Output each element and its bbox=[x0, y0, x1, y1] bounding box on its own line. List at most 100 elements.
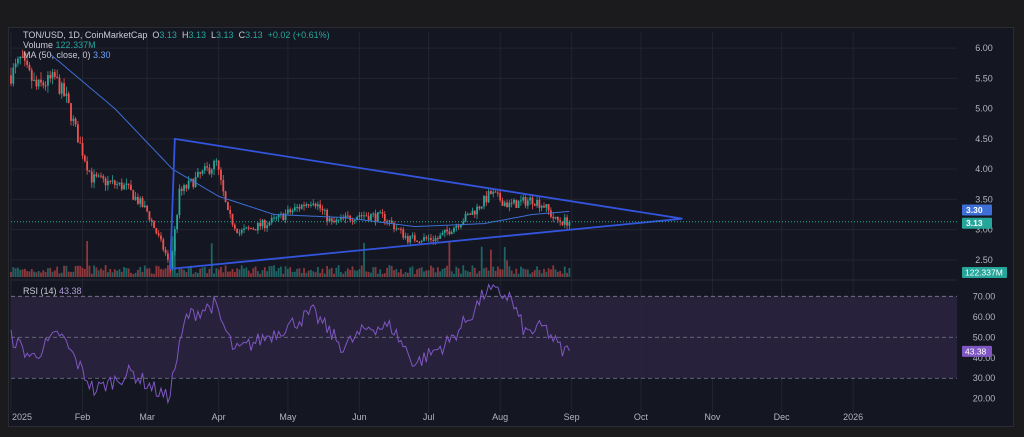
volume-bar bbox=[556, 271, 559, 277]
ma-label: MA (50, close, 0) bbox=[23, 50, 91, 60]
candle-body bbox=[499, 192, 502, 201]
candle-body bbox=[118, 182, 121, 185]
volume-bar bbox=[70, 271, 72, 277]
x-tick-label: Oct bbox=[634, 412, 649, 422]
rsi-line bbox=[10, 283, 570, 405]
volume-bar bbox=[240, 265, 243, 277]
volume-legend[interactable]: Volume 122.337M bbox=[23, 40, 96, 50]
volume-bar bbox=[280, 266, 282, 277]
candle-body bbox=[496, 192, 499, 194]
candle-body bbox=[464, 213, 467, 222]
candle-body bbox=[333, 220, 335, 223]
candle-body bbox=[120, 182, 123, 190]
rsi-tick-label: 70.00 bbox=[973, 291, 996, 301]
volume-bar bbox=[395, 269, 398, 277]
rsi-tick-label: 50.00 bbox=[973, 332, 996, 342]
price-badge-label: 3.13 bbox=[966, 218, 983, 228]
price-badge-label: 3.30 bbox=[966, 205, 983, 215]
candle-body bbox=[552, 216, 555, 219]
rsi-badge-label: 43.38 bbox=[965, 346, 987, 356]
volume-bar bbox=[545, 271, 548, 277]
rsi-tick-label: 40.00 bbox=[973, 353, 996, 363]
candle-body bbox=[116, 184, 119, 186]
volume-bar bbox=[180, 268, 183, 277]
candle-body bbox=[450, 232, 453, 235]
candle-body bbox=[275, 217, 278, 219]
volume-bar bbox=[215, 268, 218, 277]
volume-bar bbox=[520, 266, 522, 277]
volume-bar bbox=[323, 273, 326, 277]
volume-bar bbox=[418, 268, 421, 277]
price-tick-label: 6.00 bbox=[975, 43, 993, 53]
volume-bar bbox=[100, 268, 102, 277]
volume-bar bbox=[102, 270, 105, 277]
candle-body bbox=[522, 197, 525, 201]
volume-bar bbox=[499, 269, 502, 277]
volume-bar bbox=[559, 270, 562, 277]
volume-bar bbox=[367, 271, 370, 277]
candle-body bbox=[83, 155, 86, 162]
candle-body bbox=[561, 221, 564, 225]
volume-bar bbox=[503, 247, 506, 277]
candle-body bbox=[261, 219, 264, 227]
candle-body bbox=[146, 205, 149, 212]
volume-bar bbox=[404, 272, 407, 277]
candle-body bbox=[194, 176, 197, 187]
ma-value: 3.30 bbox=[93, 50, 111, 60]
candle-body bbox=[259, 222, 262, 227]
volume-bar bbox=[360, 265, 363, 277]
candle-body bbox=[448, 231, 451, 235]
candle-body bbox=[173, 229, 176, 252]
volume-bar bbox=[370, 272, 372, 277]
candle-body bbox=[353, 220, 356, 222]
candle-body bbox=[208, 167, 211, 174]
volume-bar bbox=[303, 268, 305, 277]
x-tick-label: Dec bbox=[774, 412, 791, 422]
volume-bar bbox=[150, 273, 153, 277]
candle-body bbox=[520, 200, 522, 202]
candle-body bbox=[12, 67, 15, 84]
rsi-label: RSI (14) bbox=[23, 286, 57, 296]
candle-body bbox=[446, 229, 448, 232]
candle-body bbox=[418, 241, 421, 243]
volume-bar bbox=[427, 270, 430, 277]
candle-body bbox=[543, 205, 545, 208]
volume-bar bbox=[270, 266, 273, 277]
volume-bar bbox=[118, 269, 121, 277]
volume-bar bbox=[79, 265, 82, 277]
candle-body bbox=[277, 214, 280, 218]
volume-bar bbox=[183, 270, 185, 277]
candle-body bbox=[344, 215, 347, 219]
candle-body bbox=[303, 204, 305, 207]
volume-bar bbox=[95, 267, 98, 277]
x-tick-label: May bbox=[279, 412, 297, 422]
volume-bar bbox=[30, 268, 33, 277]
volume-bar bbox=[538, 270, 541, 277]
candle-body bbox=[256, 222, 259, 231]
volume-bar bbox=[243, 268, 245, 277]
candle-body bbox=[53, 72, 56, 77]
volume-bar bbox=[252, 268, 255, 277]
price-tick-label: 3.00 bbox=[975, 225, 993, 235]
candle-body bbox=[503, 202, 506, 206]
candle-body bbox=[70, 103, 72, 121]
candle-body bbox=[280, 213, 282, 215]
volume-bar bbox=[187, 267, 190, 277]
volume-bar bbox=[256, 271, 259, 277]
ma-legend[interactable]: MA (50, close, 0) 3.30 bbox=[23, 50, 111, 60]
candle-body bbox=[21, 56, 24, 58]
symmetrical-triangle-drawing[interactable] bbox=[169, 137, 683, 270]
volume-bar bbox=[125, 267, 128, 277]
candle-body bbox=[23, 56, 26, 61]
candle-body bbox=[143, 205, 146, 208]
volume-bar bbox=[425, 270, 428, 277]
chart-svg[interactable]: 2025 Feb Mar Apr May Jun Jul Aug Sep Oct Nov Dec 202… bbox=[9, 28, 1015, 428]
volume-badge bbox=[962, 267, 1007, 278]
candle-body bbox=[141, 198, 144, 208]
candle-body bbox=[132, 190, 135, 200]
rsi-legend[interactable]: RSI (14) 43.38 bbox=[23, 286, 82, 296]
price-badge bbox=[962, 217, 992, 229]
volume-bar bbox=[406, 272, 409, 277]
candle-body bbox=[127, 183, 130, 185]
candle-body bbox=[556, 216, 559, 221]
